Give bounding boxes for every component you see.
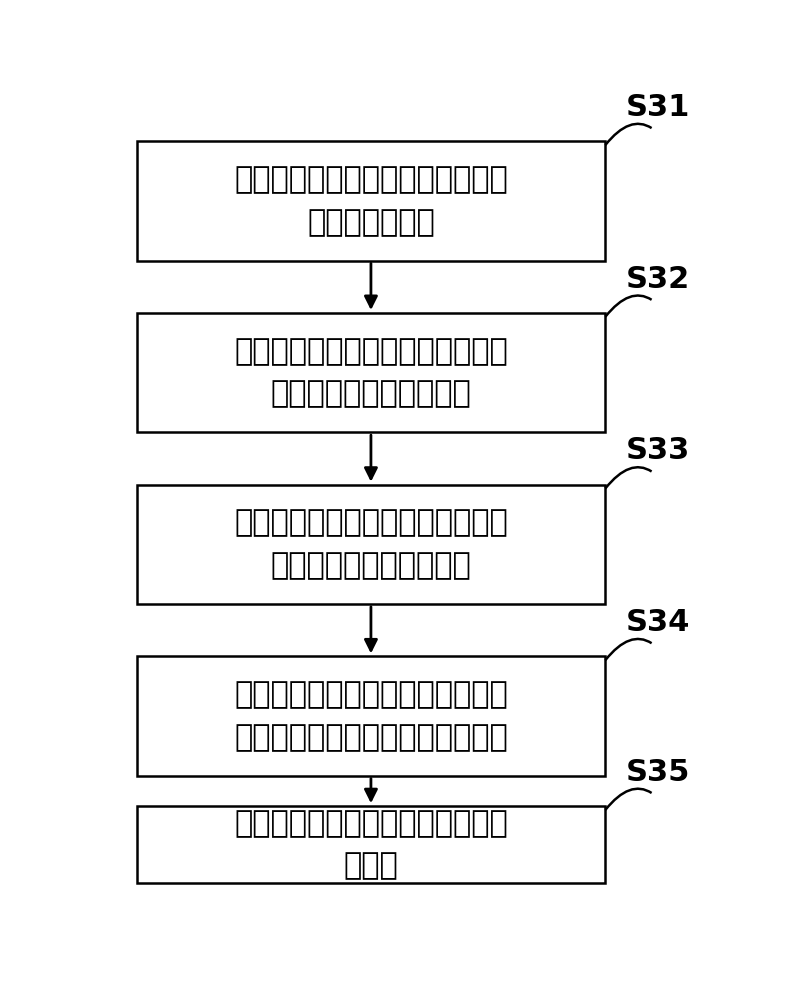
Text: 接收移动终端用户输入的随机密码
及账户登录信息: 接收移动终端用户输入的随机密码 及账户登录信息: [234, 165, 508, 237]
Bar: [137, 485, 605, 604]
Text: S34: S34: [626, 608, 690, 637]
Bar: [137, 656, 605, 776]
Text: 当第一校验和第二校验均通过时，
启动充电流程和计费流程: 当第一校验和第二校验均通过时， 启动充电流程和计费流程: [234, 508, 508, 580]
Text: S31: S31: [626, 93, 690, 122]
Text: 在接收到输入的上述随机密码时，
停止充电计费流程，保存交易记录: 在接收到输入的上述随机密码时， 停止充电计费流程，保存交易记录: [234, 680, 508, 752]
Bar: [137, 141, 605, 261]
Text: S33: S33: [626, 436, 690, 465]
Text: 当恢复在线时，将交易记录发送至
云平台: 当恢复在线时，将交易记录发送至 云平台: [234, 809, 508, 880]
Text: S35: S35: [626, 758, 690, 787]
Text: S32: S32: [626, 265, 690, 294]
Bar: [137, 313, 605, 432]
Text: 对随机密码进行第一校验，并对账
户登录信息进行第二校验: 对随机密码进行第一校验，并对账 户登录信息进行第二校验: [234, 337, 508, 408]
Bar: [137, 806, 605, 883]
